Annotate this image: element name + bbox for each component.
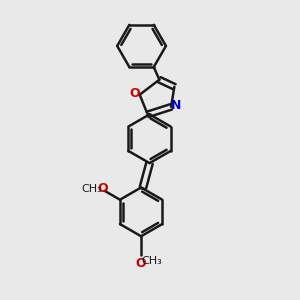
Text: CH₃: CH₃ bbox=[141, 256, 162, 266]
Text: N: N bbox=[171, 99, 181, 112]
Text: O: O bbox=[130, 87, 140, 100]
Text: O: O bbox=[98, 182, 108, 195]
Text: O: O bbox=[136, 257, 146, 270]
Text: CH₃: CH₃ bbox=[81, 184, 102, 194]
